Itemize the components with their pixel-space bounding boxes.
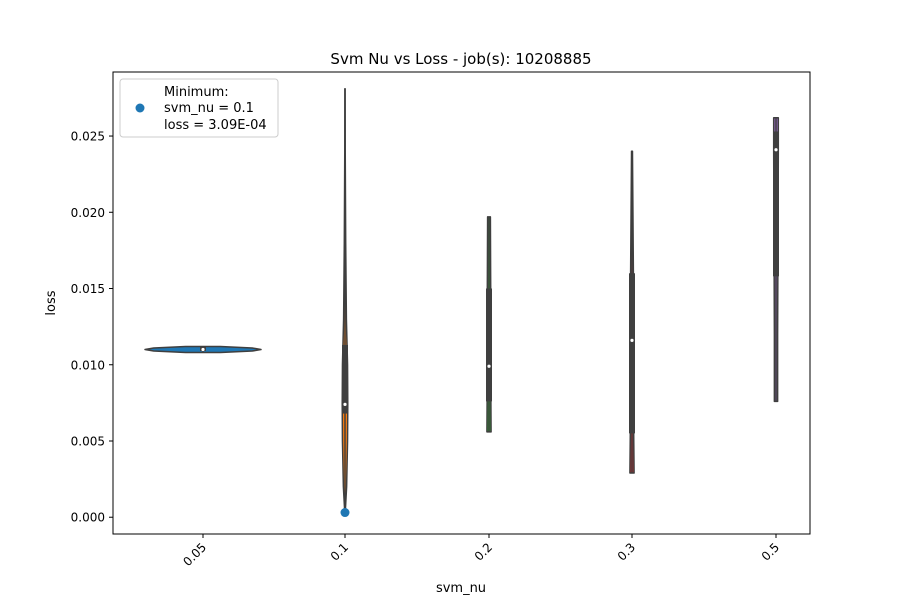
- y-tick-label: 0.005: [71, 434, 105, 448]
- x-tick-label: 0.5: [759, 540, 782, 563]
- y-tick-label: 0.025: [71, 130, 105, 144]
- violin-iqr-box: [342, 344, 348, 414]
- y-tick-label: 0.010: [71, 358, 105, 372]
- violin-median: [487, 364, 491, 368]
- legend: Minimum: svm_nu = 0.1 loss = 3.09E-04: [119, 78, 279, 138]
- violin-median: [774, 148, 778, 152]
- violins-layer: [144, 88, 780, 514]
- legend-line-1: Minimum:: [164, 85, 229, 100]
- x-tick-label: 0.3: [615, 540, 638, 563]
- legend-box: [119, 78, 279, 138]
- x-axis-label: svm_nu: [436, 581, 486, 596]
- violin-median: [630, 338, 634, 342]
- chart-title: Svm Nu vs Loss - job(s): 10208885: [330, 50, 591, 68]
- x-axis: 0.05 0.1 0.2 0.3 0.5: [180, 534, 782, 569]
- y-tick-label: 0.000: [71, 511, 105, 525]
- x-tick-label: 0.1: [328, 540, 351, 563]
- legend-marker: [135, 103, 145, 113]
- y-axis-label: loss: [44, 290, 59, 315]
- violin-iqr-box: [486, 288, 492, 402]
- violin-iqr-box: [773, 131, 779, 277]
- violin-iqr-box: [629, 273, 635, 434]
- y-tick-label: 0.015: [71, 282, 105, 296]
- x-tick-label: 0.2: [472, 540, 495, 563]
- y-axis: 0.000 0.005 0.010 0.015 0.020 0.025: [71, 130, 113, 525]
- legend-line-3: loss = 3.09E-04: [164, 118, 267, 133]
- minimum-marker-layer: [340, 508, 350, 518]
- violin-median: [343, 402, 347, 406]
- x-tick-label: 0.05: [180, 540, 209, 569]
- legend-line-2: svm_nu = 0.1: [164, 101, 254, 116]
- plot-frame: [112, 71, 811, 535]
- violin-median: [201, 347, 205, 352]
- minimum-point: [340, 508, 350, 518]
- y-tick-label: 0.020: [71, 206, 105, 220]
